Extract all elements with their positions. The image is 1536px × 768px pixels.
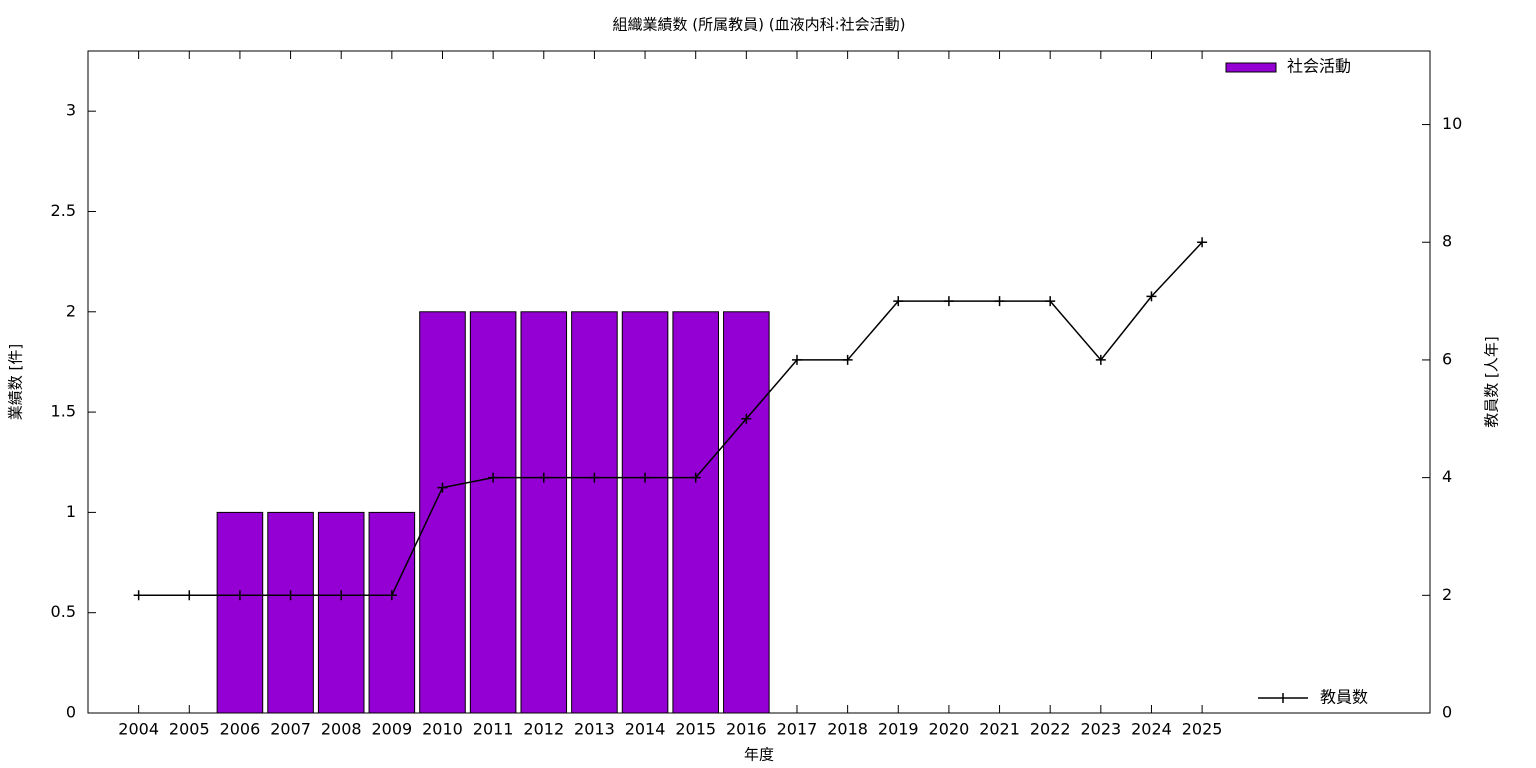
legend-swatch — [1258, 693, 1308, 703]
x-tick-label: 2020 — [929, 720, 970, 739]
x-tick-label: 2021 — [979, 720, 1020, 739]
y-tick-label: 1 — [66, 502, 76, 521]
chart-title: 組織業績数 (所属教員) (血液内科:社会活動) — [613, 16, 906, 34]
x-tick-label: 2018 — [827, 720, 868, 739]
y2-tick-label: 8 — [1442, 232, 1452, 251]
point-marker — [538, 472, 549, 483]
y-axis-label: 業績数 [件] — [7, 344, 25, 420]
bar — [469, 311, 517, 714]
point-marker — [336, 590, 347, 601]
x-tick-label: 2014 — [625, 720, 666, 739]
y2-tick-label: 0 — [1442, 703, 1452, 722]
y-tick-label: 2.5 — [51, 201, 76, 220]
x-tick-label: 2017 — [777, 720, 818, 739]
x-tick-label: 2010 — [422, 720, 463, 739]
bar — [216, 511, 264, 714]
point-marker — [285, 590, 296, 601]
legend-label: 教員数 — [1320, 688, 1368, 707]
x-tick-label: 2024 — [1131, 720, 1172, 739]
line — [138, 241, 1203, 597]
y-tick-label: 0 — [66, 703, 76, 722]
y2-tick-label: 10 — [1442, 114, 1462, 133]
plot-frame — [87, 50, 1431, 714]
point-marker — [893, 296, 904, 307]
legend-swatch — [1225, 62, 1277, 73]
bar — [419, 311, 466, 714]
x-tick-label: 2006 — [220, 720, 261, 739]
y2-tick-label: 6 — [1442, 349, 1452, 368]
point-marker — [994, 296, 1005, 307]
x-tick-label: 2009 — [371, 720, 412, 739]
x-tick-label: 2019 — [878, 720, 919, 739]
x-tick-label: 2023 — [1080, 720, 1121, 739]
point-marker — [488, 472, 499, 483]
point-marker — [640, 472, 651, 483]
bar — [672, 311, 719, 714]
point-marker — [133, 590, 144, 601]
x-tick-label: 2008 — [321, 720, 362, 739]
point-marker — [437, 482, 448, 493]
point-marker — [741, 413, 752, 424]
x-tick-label: 2013 — [574, 720, 615, 739]
y2-axis-label: 教員数 [人年] — [1483, 336, 1501, 427]
x-tick-label: 2016 — [726, 720, 767, 739]
y2-tick-label: 2 — [1442, 585, 1452, 604]
point-marker — [943, 296, 954, 307]
y2-tick-label: 4 — [1442, 467, 1452, 486]
point-marker — [234, 590, 245, 601]
point-marker — [690, 472, 701, 483]
x-tick-label: 2011 — [473, 720, 514, 739]
point-marker — [184, 590, 195, 601]
point-marker — [1146, 291, 1157, 302]
x-tick-label: 2005 — [169, 720, 210, 739]
point-marker — [589, 472, 600, 483]
x-tick-label: 2022 — [1030, 720, 1071, 739]
x-tick-label: 2025 — [1182, 720, 1223, 739]
bar — [520, 311, 568, 714]
bar — [267, 511, 314, 714]
bar — [368, 511, 416, 714]
x-tick-label: 2007 — [270, 720, 311, 739]
point-marker — [842, 354, 853, 365]
y-tick-label: 2 — [66, 301, 76, 320]
x-tick-label: 2012 — [523, 720, 564, 739]
x-tick-label: 2004 — [118, 720, 159, 739]
point-marker — [1197, 237, 1208, 248]
point-marker — [791, 354, 802, 365]
y-tick-label: 3 — [66, 101, 76, 120]
legend-label: 社会活動 — [1287, 57, 1351, 76]
bar — [723, 311, 770, 714]
point-marker — [1045, 296, 1056, 307]
point-marker — [1095, 354, 1106, 365]
bar — [317, 511, 365, 714]
y-tick-label: 1.5 — [51, 402, 76, 421]
point-marker — [386, 590, 397, 601]
y-tick-label: 0.5 — [51, 602, 76, 621]
x-tick-label: 2015 — [675, 720, 716, 739]
x-axis-label: 年度 — [744, 746, 774, 764]
bar — [571, 311, 618, 714]
bar — [621, 311, 669, 714]
